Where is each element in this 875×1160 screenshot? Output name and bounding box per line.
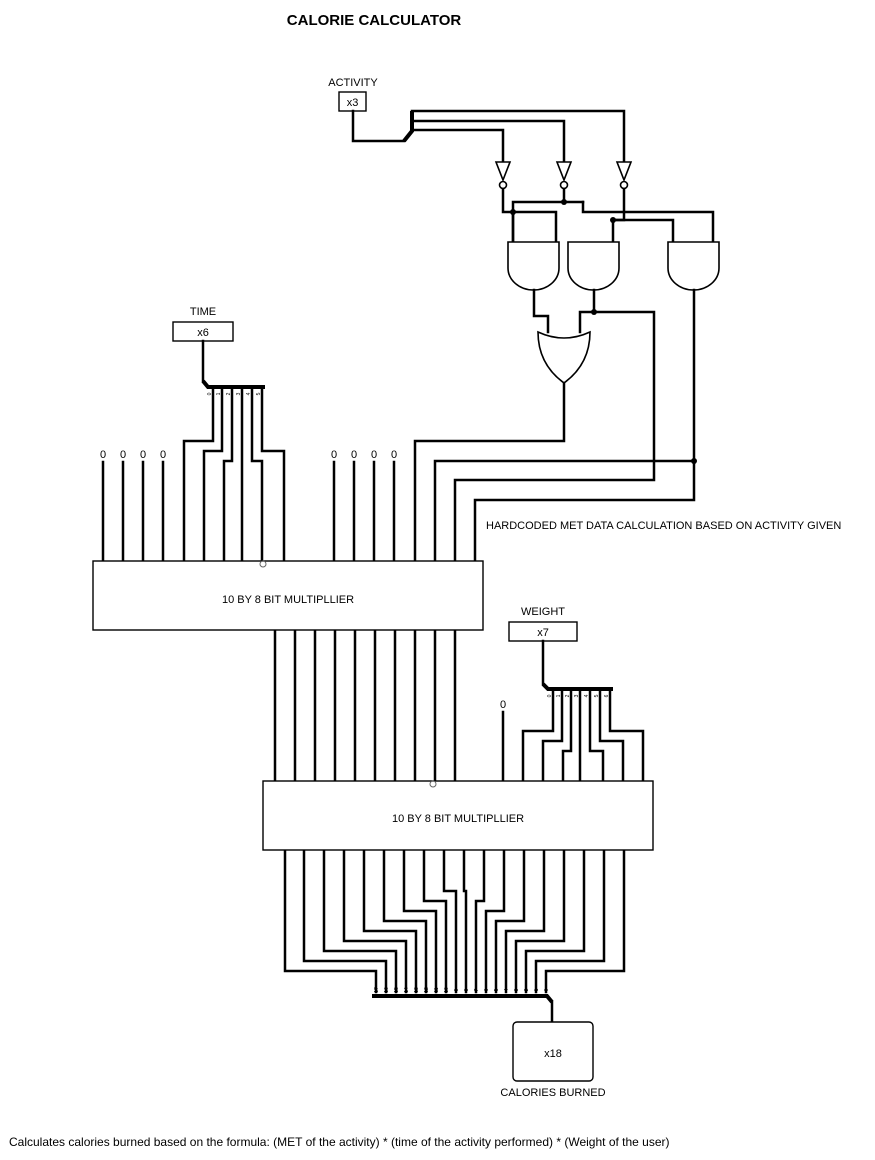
or-gate — [537, 330, 591, 384]
weight-pin-label: 6 — [604, 694, 610, 697]
output-pin-label: 0 — [544, 988, 550, 991]
output-pin-label: 1 — [534, 988, 540, 991]
and-gate — [667, 241, 720, 291]
output-pin-label: 17 — [374, 987, 380, 993]
activity-label: ACTIVITY — [328, 77, 378, 89]
output-pin-label: 11 — [434, 987, 440, 992]
not-gate — [555, 161, 573, 190]
weight-label: WEIGHT — [521, 606, 565, 618]
time-value: x6 — [197, 327, 209, 339]
constant-zero-weight: 0 — [500, 699, 506, 782]
weight-pin-label: 1 — [556, 694, 562, 697]
time-pin-label: 2 — [226, 392, 232, 395]
output-pin-label: 3 — [514, 988, 520, 991]
weight-value: x7 — [537, 627, 549, 639]
time-label: TIME — [190, 306, 216, 318]
output-pin-label: 13 — [414, 987, 420, 993]
weight-pin-label: 3 — [574, 694, 580, 697]
output-pin-label: 6 — [484, 988, 490, 991]
output-pin-label: 12 — [424, 987, 430, 993]
time-pin-label: 1 — [216, 392, 222, 395]
output-splitter: 17 16 15 14 13 12 11 10 9 8 7 6 5 4 3 2 … — [372, 987, 554, 1024]
activity-input[interactable]: ACTIVITY x3 — [328, 77, 378, 112]
output-pin-label: 14 — [404, 987, 410, 993]
met-note: HARDCODED MET DATA CALCULATION BASED ON … — [486, 520, 841, 532]
not-gate — [494, 161, 512, 190]
output-pin-label: 2 — [524, 988, 530, 991]
weight-pin-label: 2 — [565, 694, 571, 697]
calories-output-label: CALORIES BURNED — [500, 1087, 605, 1099]
time-pin-label: 0 — [207, 392, 213, 395]
multiplier-top: 10 BY 8 BIT MULTIPLLIER — [92, 560, 484, 631]
output-pin-label: 16 — [384, 987, 390, 993]
constant-zero: 0 — [371, 449, 377, 461]
output-pin-label: 8 — [464, 988, 470, 991]
weight-pin-label: 0 — [547, 694, 553, 697]
activity-value: x3 — [347, 97, 359, 109]
met-logic — [351, 109, 720, 562]
multiplier-bottom: 10 BY 8 BIT MULTIPLLIER — [262, 780, 654, 851]
time-pin-label: 4 — [246, 392, 252, 395]
constant-zero: 0 — [160, 449, 166, 461]
weight-input[interactable]: WEIGHT x7 — [508, 606, 578, 642]
weight-splitter: 0 1 2 3 4 5 6 — [521, 639, 645, 782]
calories-output-value: x18 — [544, 1048, 562, 1060]
output-pin-label: 9 — [454, 988, 460, 991]
output-pin-label: 7 — [474, 988, 480, 991]
constant-zero: 0 — [140, 449, 146, 461]
calories-output[interactable]: x18 CALORIES BURNED — [500, 1021, 606, 1099]
output-pin-label: 10 — [444, 987, 450, 993]
time-pin-label: 3 — [236, 392, 242, 395]
constant-zero: 0 — [351, 449, 357, 461]
time-input[interactable]: TIME x6 — [172, 306, 234, 342]
page-title: CALORIE CALCULATOR — [287, 12, 462, 29]
constant-zeros-left: 0 0 0 0 — [100, 449, 166, 562]
output-pin-label: 4 — [504, 988, 510, 991]
multiplier-top-label: 10 BY 8 BIT MULTIPLLIER — [222, 594, 354, 606]
weight-pin-label: 4 — [584, 694, 590, 697]
formula-note: Calculates calories burned based on the … — [9, 1135, 670, 1149]
output-wires — [283, 849, 626, 994]
constant-zero: 0 — [100, 449, 106, 461]
and-gate — [567, 241, 620, 291]
output-pin-label: 5 — [494, 988, 500, 991]
not-gate — [615, 161, 633, 190]
constant-zero: 0 — [120, 449, 126, 461]
constant-zero: 0 — [391, 449, 397, 461]
multiplier-bottom-label: 10 BY 8 BIT MULTIPLLIER — [392, 813, 524, 825]
and-gate — [507, 241, 560, 291]
constant-zero: 0 — [331, 449, 337, 461]
constant-zero: 0 — [500, 699, 506, 711]
output-pin-label: 15 — [394, 987, 400, 993]
time-splitter: 0 1 2 3 4 5 — [182, 339, 286, 562]
time-pin-label: 5 — [256, 392, 262, 395]
constant-zeros-middle: 0 0 0 0 — [331, 449, 397, 562]
weight-pin-label: 5 — [594, 694, 600, 697]
